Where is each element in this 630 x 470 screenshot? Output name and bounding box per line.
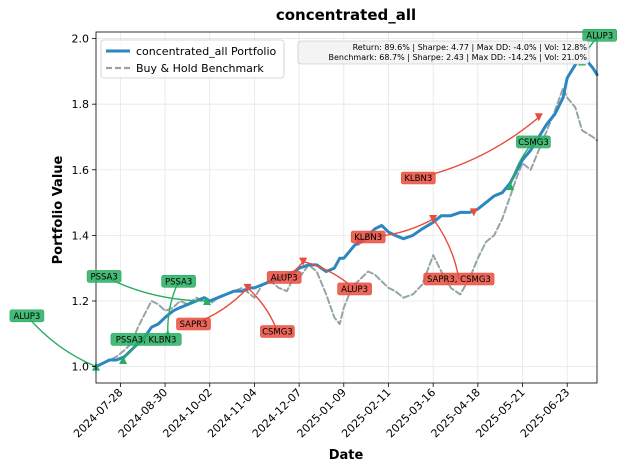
sell-marker	[534, 113, 543, 122]
legend: concentrated_all Portfolio Buy & Hold Be…	[100, 39, 285, 79]
annotation-label: SAPR3	[180, 320, 208, 330]
annotation-label: CSMG3	[518, 138, 549, 148]
annotation-box	[582, 28, 618, 42]
annotation-arrow	[432, 218, 460, 280]
annotation-box	[9, 309, 45, 323]
y-tick-label: 1.6	[72, 164, 90, 177]
portfolio-line	[94, 53, 599, 369]
buy-marker	[506, 182, 515, 191]
annotation-label: SAPR3, CSMG3	[427, 275, 491, 285]
annotation-box	[400, 171, 436, 185]
axes: 1.01.21.41.61.82.02024-07-282024-08-3020…	[71, 33, 572, 441]
stats-line-portfolio: Return: 89.6% | Sharpe: 4.77 | Max DD: -…	[353, 43, 588, 52]
annotation-label: PSSA3	[165, 277, 192, 287]
annotation-label: KLBN3	[354, 233, 382, 243]
stats-box: Return: 89.6% | Sharpe: 4.77 | Max DD: -…	[297, 40, 590, 65]
annotation-label: ALUP3	[341, 285, 368, 295]
chart-title: concentrated_all	[276, 6, 416, 24]
y-tick-label: 1.2	[72, 295, 90, 308]
x-axis-title: Date	[329, 448, 364, 463]
annotation-label: ALUP3	[586, 31, 613, 41]
annotation-box	[350, 230, 386, 244]
annotation-label: ALUP3	[271, 273, 298, 283]
grid	[96, 32, 597, 383]
annotation-box	[260, 325, 295, 338]
y-axis-title: Portfolio Value	[51, 155, 66, 264]
annotation-arrow	[247, 287, 279, 332]
sell-marker	[299, 257, 308, 266]
annotation-label: ALUP3	[13, 312, 40, 322]
annotation-box	[266, 271, 302, 284]
annotation-lines	[26, 34, 601, 368]
sell-marker	[469, 208, 478, 217]
legend-label-benchmark: Buy & Hold Benchmark	[136, 62, 264, 75]
y-tick-label: 1.4	[72, 229, 90, 242]
annotation-box	[161, 274, 196, 288]
plot-frame	[95, 31, 598, 384]
annotation-label: KLBN3	[404, 174, 432, 184]
annotation-box	[110, 333, 182, 346]
sell-marker	[429, 214, 438, 223]
sell-marker	[243, 283, 252, 292]
legend-box	[100, 39, 285, 79]
annotation-label: PSSA3, KLBN3	[116, 335, 177, 345]
benchmark-line	[95, 86, 598, 368]
annotation-label: CSMG3	[262, 328, 293, 338]
annotation-box	[516, 135, 551, 149]
annotation-arrow	[26, 315, 97, 368]
legend-label-portfolio: concentrated_all Portfolio	[136, 45, 277, 58]
buy-marker	[203, 296, 212, 305]
annotation-box	[176, 317, 211, 331]
annotation-label: PSSA3	[90, 272, 117, 282]
annotation-box	[337, 282, 372, 296]
y-tick-label: 2.0	[72, 33, 90, 46]
y-tick-label: 1.8	[72, 98, 90, 111]
stats-box-bg	[297, 40, 590, 65]
annotation-box	[423, 272, 495, 286]
buy-marker	[119, 356, 128, 365]
y-tick-label: 1.0	[72, 361, 90, 374]
series-layer	[94, 53, 599, 369]
stats-line-benchmark: Benchmark: 68.7% | Sharpe: 2.43 | Max DD…	[328, 53, 587, 62]
annotation-box	[86, 270, 122, 283]
